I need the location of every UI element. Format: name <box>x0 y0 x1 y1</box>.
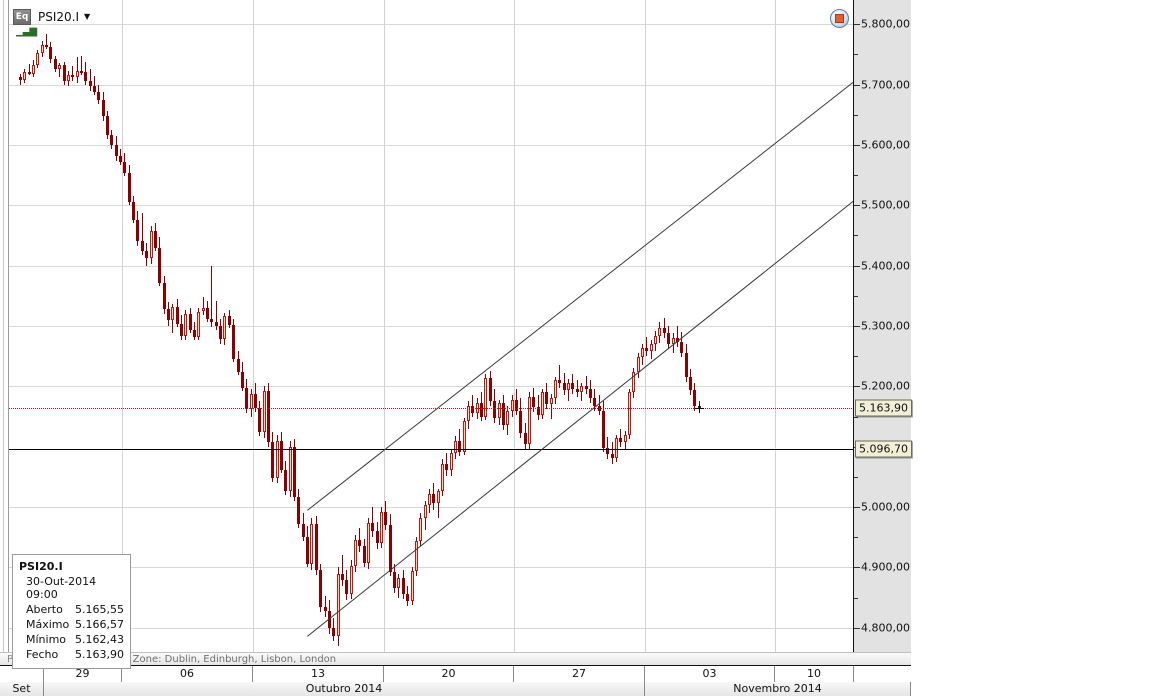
date-axis-cell[interactable]: 03 <box>645 666 775 682</box>
mini-chart-icon[interactable]: ▁▃▆ <box>16 26 37 37</box>
equity-icon: Eq <box>13 8 31 25</box>
price-plot-area[interactable] <box>9 0 854 652</box>
month-axis-cell: Outubro 2014 <box>44 682 645 696</box>
price-tick <box>854 205 860 206</box>
price-minor-tick <box>854 296 858 297</box>
price-tick <box>854 567 860 568</box>
price-gridline <box>9 266 854 267</box>
ohlc-low-value: 5.162,43 <box>75 633 124 646</box>
symbol-selector[interactable]: Eq PSI20.I ▼ <box>13 8 90 25</box>
ohlc-datetime: 30-Out-2014 09:00 <box>26 575 97 601</box>
month-axis: Set Outubro 2014 Novembro 2014 <box>0 682 911 696</box>
price-gridline <box>9 567 854 568</box>
date-gridline <box>514 0 515 652</box>
price-tick-label: 5.700,00 <box>861 78 910 92</box>
last-price-tag[interactable]: 5.163,90 <box>855 399 912 417</box>
price-tick-label: 5.600,00 <box>861 138 910 152</box>
ohlc-row-open: Aberto 5.165,55 <box>26 602 124 617</box>
price-tick <box>854 145 860 146</box>
price-tick <box>854 507 860 508</box>
date-axis-cell[interactable]: 29 <box>44 666 122 682</box>
cursor-crosshair <box>694 404 704 414</box>
date-gridline <box>253 0 254 652</box>
ohlc-low-label: Mínimo <box>26 633 67 646</box>
ohlc-close-label: Fecho <box>26 648 59 661</box>
clock-icon[interactable] <box>830 9 849 28</box>
ohlc-open-label: Aberto <box>26 603 63 616</box>
price-minor-tick <box>854 537 858 538</box>
price-minor-tick <box>854 54 858 55</box>
plot-outer-border <box>3 0 4 652</box>
timezone-label: Time Zone: Dublin, Edinburgh, Lisbon, Lo… <box>105 654 337 665</box>
month-axis-cell: Novembro 2014 <box>645 682 911 696</box>
price-tick <box>854 24 860 25</box>
ohlc-tooltip: PSI20.I 30-Out-2014 09:00 Aberto 5.165,5… <box>12 554 131 669</box>
price-tick-label: 5.000,00 <box>861 500 910 514</box>
date-gridline <box>384 0 385 652</box>
date-axis-cell[interactable]: 10 <box>775 666 854 682</box>
ohlc-row-high: Máximo 5.166,57 <box>26 617 124 632</box>
price-gridline <box>9 628 854 629</box>
price-tick <box>854 266 860 267</box>
date-axis-cell[interactable]: 13 <box>253 666 384 682</box>
price-minor-tick <box>854 417 858 418</box>
price-tick <box>854 326 860 327</box>
price-gridline <box>9 145 854 146</box>
ohlc-row-low: Mínimo 5.162,43 <box>26 632 124 647</box>
price-minor-tick <box>854 477 858 478</box>
price-gridline <box>9 507 854 508</box>
price-tick-label: 4.900,00 <box>861 560 910 574</box>
price-minor-tick <box>854 175 858 176</box>
price-gridline <box>9 85 854 86</box>
ohlc-close-value: 5.163,90 <box>75 648 124 661</box>
ohlc-symbol: PSI20.I <box>19 560 63 573</box>
price-gridline <box>9 326 854 327</box>
price-gridline <box>9 205 854 206</box>
chevron-down-icon[interactable]: ▼ <box>84 12 91 21</box>
price-tick <box>854 628 860 629</box>
price-tick-label: 5.500,00 <box>861 198 910 212</box>
price-minor-tick <box>854 235 858 236</box>
status-strip: PREÇO INDICATIVO Time Zone: Dublin, Edin… <box>0 652 911 666</box>
price-tick-label: 5.400,00 <box>861 259 910 273</box>
last-price-line <box>9 408 854 409</box>
price-tick-label: 5.200,00 <box>861 379 910 393</box>
price-minor-tick <box>854 356 858 357</box>
date-axis-cell[interactable]: 06 <box>122 666 253 682</box>
price-gridline <box>9 386 854 387</box>
price-tick-label: 5.800,00 <box>861 17 910 31</box>
support-line[interactable] <box>9 449 854 450</box>
date-gridline <box>645 0 646 652</box>
price-tick-label: 5.300,00 <box>861 319 910 333</box>
date-axis-cell-empty <box>0 666 44 682</box>
ohlc-high-label: Máximo <box>26 618 70 631</box>
ohlc-high-value: 5.166,57 <box>75 618 124 631</box>
chart-frame: Eq PSI20.I ▼ ▁▃▆ PSI20.I 30-Out-2014 09:… <box>0 0 912 696</box>
month-axis-cell: Set <box>0 682 44 696</box>
date-gridline <box>775 0 776 652</box>
price-axis[interactable]: 5.800,00 5.700,00 5.600,00 5.500,00 5.400,00… <box>854 0 912 652</box>
price-minor-tick <box>854 115 858 116</box>
date-axis-cell[interactable]: 20 <box>384 666 514 682</box>
price-tick-label: 4.800,00 <box>861 621 910 635</box>
plot-inner-border <box>8 0 9 652</box>
level-price-tag[interactable]: 5.096,70 <box>855 440 912 458</box>
ohlc-row-close: Fecho 5.163,90 <box>26 647 124 662</box>
price-gridline <box>9 24 854 25</box>
date-axis-cell[interactable]: 27 <box>514 666 645 682</box>
ohlc-open-value: 5.165,55 <box>75 603 124 616</box>
price-minor-tick <box>854 598 858 599</box>
price-tick <box>854 386 860 387</box>
symbol-name: PSI20.I <box>38 9 80 24</box>
date-gridline <box>122 0 123 652</box>
price-tick <box>854 85 860 86</box>
